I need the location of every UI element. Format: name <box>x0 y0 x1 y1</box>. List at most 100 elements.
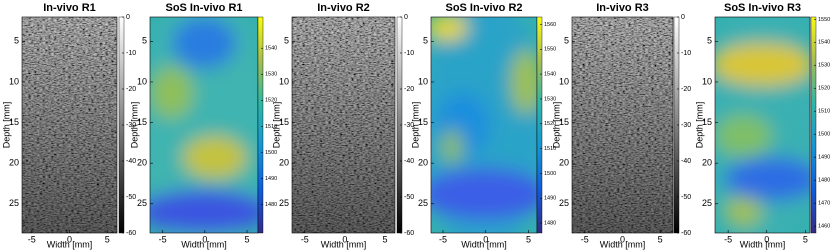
colorbar-tick-label: -20 <box>681 86 691 93</box>
y-axis-label: Depth [mm] <box>694 102 704 149</box>
sos-region <box>715 42 810 87</box>
y-tick-label: 20 <box>702 158 712 168</box>
frame <box>291 16 396 234</box>
y-tick-label: 5 <box>564 36 569 46</box>
y-tick-label: 25 <box>418 198 428 208</box>
colorbar-tick-label: -20 <box>126 86 136 93</box>
colorbar-tick-label: -50 <box>126 194 136 201</box>
colorbar-tick-label: 0 <box>404 14 408 21</box>
sos-region <box>150 189 258 233</box>
y-tick-label: 25 <box>279 198 289 208</box>
colorbar-tick-label: 1500 <box>818 132 830 138</box>
colorbar-tick-label: -10 <box>126 50 136 57</box>
colorbar-tick-label: -30 <box>681 122 691 129</box>
sos-region <box>724 196 763 227</box>
y-tick-label: 10 <box>9 76 19 86</box>
colorbar-tick-label: -40 <box>681 158 691 165</box>
x-tick-label: -5 <box>301 234 309 244</box>
sos-region <box>431 168 537 221</box>
x-tick-label: 0 <box>67 234 72 244</box>
x-tick-label: 0 <box>764 234 769 244</box>
x-tick-label: 5 <box>382 234 387 244</box>
x-axis-label: Width [mm] <box>461 239 507 249</box>
colorbar <box>810 16 817 234</box>
sos-region <box>715 114 772 158</box>
x-tick-label: 0 <box>342 234 347 244</box>
sos-blobs <box>715 17 810 233</box>
y-tick-label: 20 <box>279 158 289 168</box>
colorbar-tick-label: 1490 <box>265 176 277 182</box>
colorbar-tick-label: 1530 <box>544 96 556 102</box>
colorbar-tick-label: 1520 <box>818 86 830 92</box>
x-tick-label: -5 <box>159 234 167 244</box>
colorbar <box>536 16 543 234</box>
panel-title: SoS In-vivo R1 <box>165 2 242 14</box>
colorbar-tick-label: 1510 <box>544 146 556 152</box>
colorbar-tick-label: 1460 <box>818 224 830 230</box>
x-axis-label: Width [mm] <box>321 239 367 249</box>
colorbar <box>257 16 264 234</box>
y-tick-label: 15 <box>9 117 19 127</box>
colorbar-tick-label: 1480 <box>265 202 277 208</box>
colorbar-tick-label: 1530 <box>265 72 277 78</box>
y-tick-label: 15 <box>702 117 712 127</box>
y-tick-label: 5 <box>142 36 147 46</box>
colorbar-tick-label: 1530 <box>818 63 830 69</box>
sos-region <box>182 135 248 179</box>
colorbar-tick-label: -50 <box>681 194 691 201</box>
y-tick-label: 10 <box>137 76 147 86</box>
depth-fade <box>22 17 117 233</box>
panel-title: SoS In-vivo R2 <box>445 2 522 14</box>
y-tick-label: 15 <box>418 117 428 127</box>
x-tick-label: 0 <box>483 234 488 244</box>
colorbar-tick-label: 1520 <box>265 98 277 104</box>
sos-region <box>724 157 810 201</box>
colorbar-tick-label: -60 <box>404 230 414 237</box>
y-tick-label: 5 <box>707 36 712 46</box>
y-axis-label: Depth [mm] <box>129 102 139 149</box>
colorbar-tick-label: 1500 <box>544 171 556 177</box>
x-tick-label: 5 <box>658 234 663 244</box>
colorbar-tick-label: 1500 <box>265 150 277 156</box>
panel-title: In-vivo R2 <box>317 2 370 14</box>
image <box>292 17 395 233</box>
x-tick-label: 0 <box>620 234 625 244</box>
colorbar-tick-label: 1490 <box>818 155 830 161</box>
panel-title: In-vivo R3 <box>596 2 649 14</box>
x-tick-label: -5 <box>439 234 447 244</box>
colorbar-tick-label: -10 <box>404 50 414 57</box>
sos-region <box>171 17 237 69</box>
sos-blobs <box>150 17 258 233</box>
colorbar-tick-label: 1550 <box>544 47 556 53</box>
panel-title: SoS In-vivo R3 <box>724 2 801 14</box>
colorbar-tick-label: 1540 <box>818 40 830 46</box>
colorbar-tick-label: -20 <box>404 86 414 93</box>
colorbar-tick-label: 1490 <box>544 196 556 202</box>
y-tick-label: 15 <box>559 117 569 127</box>
panel-title: In-vivo R1 <box>43 2 96 14</box>
x-axis-label: Width [mm] <box>47 239 93 249</box>
image <box>22 17 117 233</box>
colorbar-tick-label: -40 <box>404 158 414 165</box>
sos-region <box>431 17 469 41</box>
image <box>431 17 537 233</box>
y-tick-label: 20 <box>559 158 569 168</box>
colorbar-tick-label: 0 <box>681 14 685 21</box>
colorbar-tick-label: -30 <box>126 122 136 129</box>
colorbar-tick-label: 1470 <box>818 201 830 207</box>
x-axis-label: Width [mm] <box>181 239 227 249</box>
x-tick-label: 0 <box>202 234 207 244</box>
colorbar-tick-label: -60 <box>681 230 691 237</box>
colorbar-tick-label: -60 <box>126 230 136 237</box>
y-axis-label: Depth [mm] <box>271 102 281 149</box>
y-tick-label: 5 <box>284 36 289 46</box>
x-tick-label: 5 <box>803 234 808 244</box>
y-tick-label: 10 <box>418 76 428 86</box>
colorbar-tick-label: 1480 <box>544 221 556 227</box>
y-tick-label: 20 <box>418 158 428 168</box>
y-tick-label: 15 <box>279 117 289 127</box>
